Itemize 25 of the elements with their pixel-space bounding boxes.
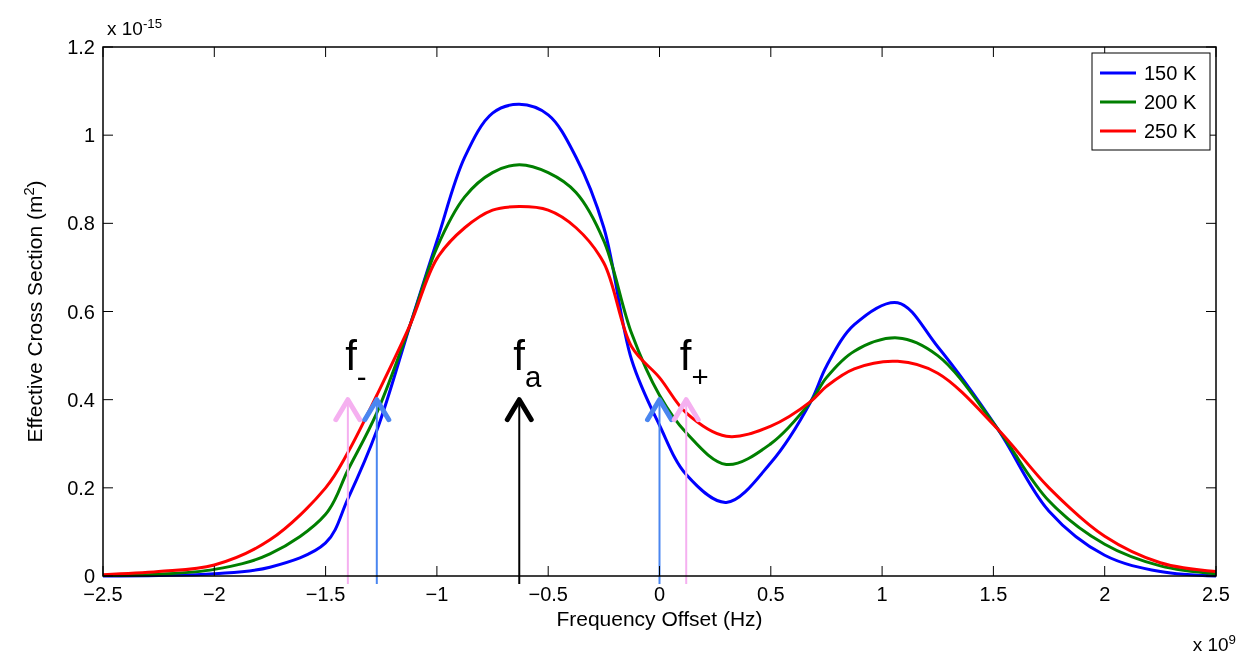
x-axis-title: Frequency Offset (Hz)	[556, 607, 763, 630]
x-tick-label: 1.5	[979, 583, 1008, 605]
x-tick-label: 0	[653, 583, 666, 605]
y-tick-label: 0.2	[67, 476, 95, 499]
ref-line-label: f$_{-}$	[345, 331, 367, 393]
x-tick-label: −1.5	[305, 583, 346, 605]
x-tick-label: −2	[202, 583, 226, 605]
y-tick-label: 1.2	[67, 36, 95, 58]
x-tick-label: 2	[1099, 583, 1111, 605]
x-tick-label: 1	[876, 583, 888, 605]
legend-label: 200 K	[1144, 91, 1197, 113]
y-tick-label: 0.6	[67, 300, 95, 323]
legend-label: 150 K	[1144, 62, 1197, 84]
x-tick-label: 2.5	[1202, 583, 1230, 605]
ref-line-label: f$_{+}$	[679, 331, 709, 393]
x-tick-label: −0.5	[528, 583, 568, 605]
x-tick-label: 0.5	[756, 583, 785, 605]
ref-line-label: f$_{a}$	[513, 331, 542, 393]
y-tick-label: 0.4	[67, 388, 95, 411]
x-tick-label: −1	[425, 583, 449, 605]
y-tick-label: 1	[83, 124, 95, 147]
text: x 10$^{9}$	[1192, 631, 1236, 655]
text: x 10$^{-15}$	[107, 15, 163, 39]
legend-label: 250 K	[1144, 120, 1197, 142]
y-tick-label: 0.8	[67, 212, 95, 235]
